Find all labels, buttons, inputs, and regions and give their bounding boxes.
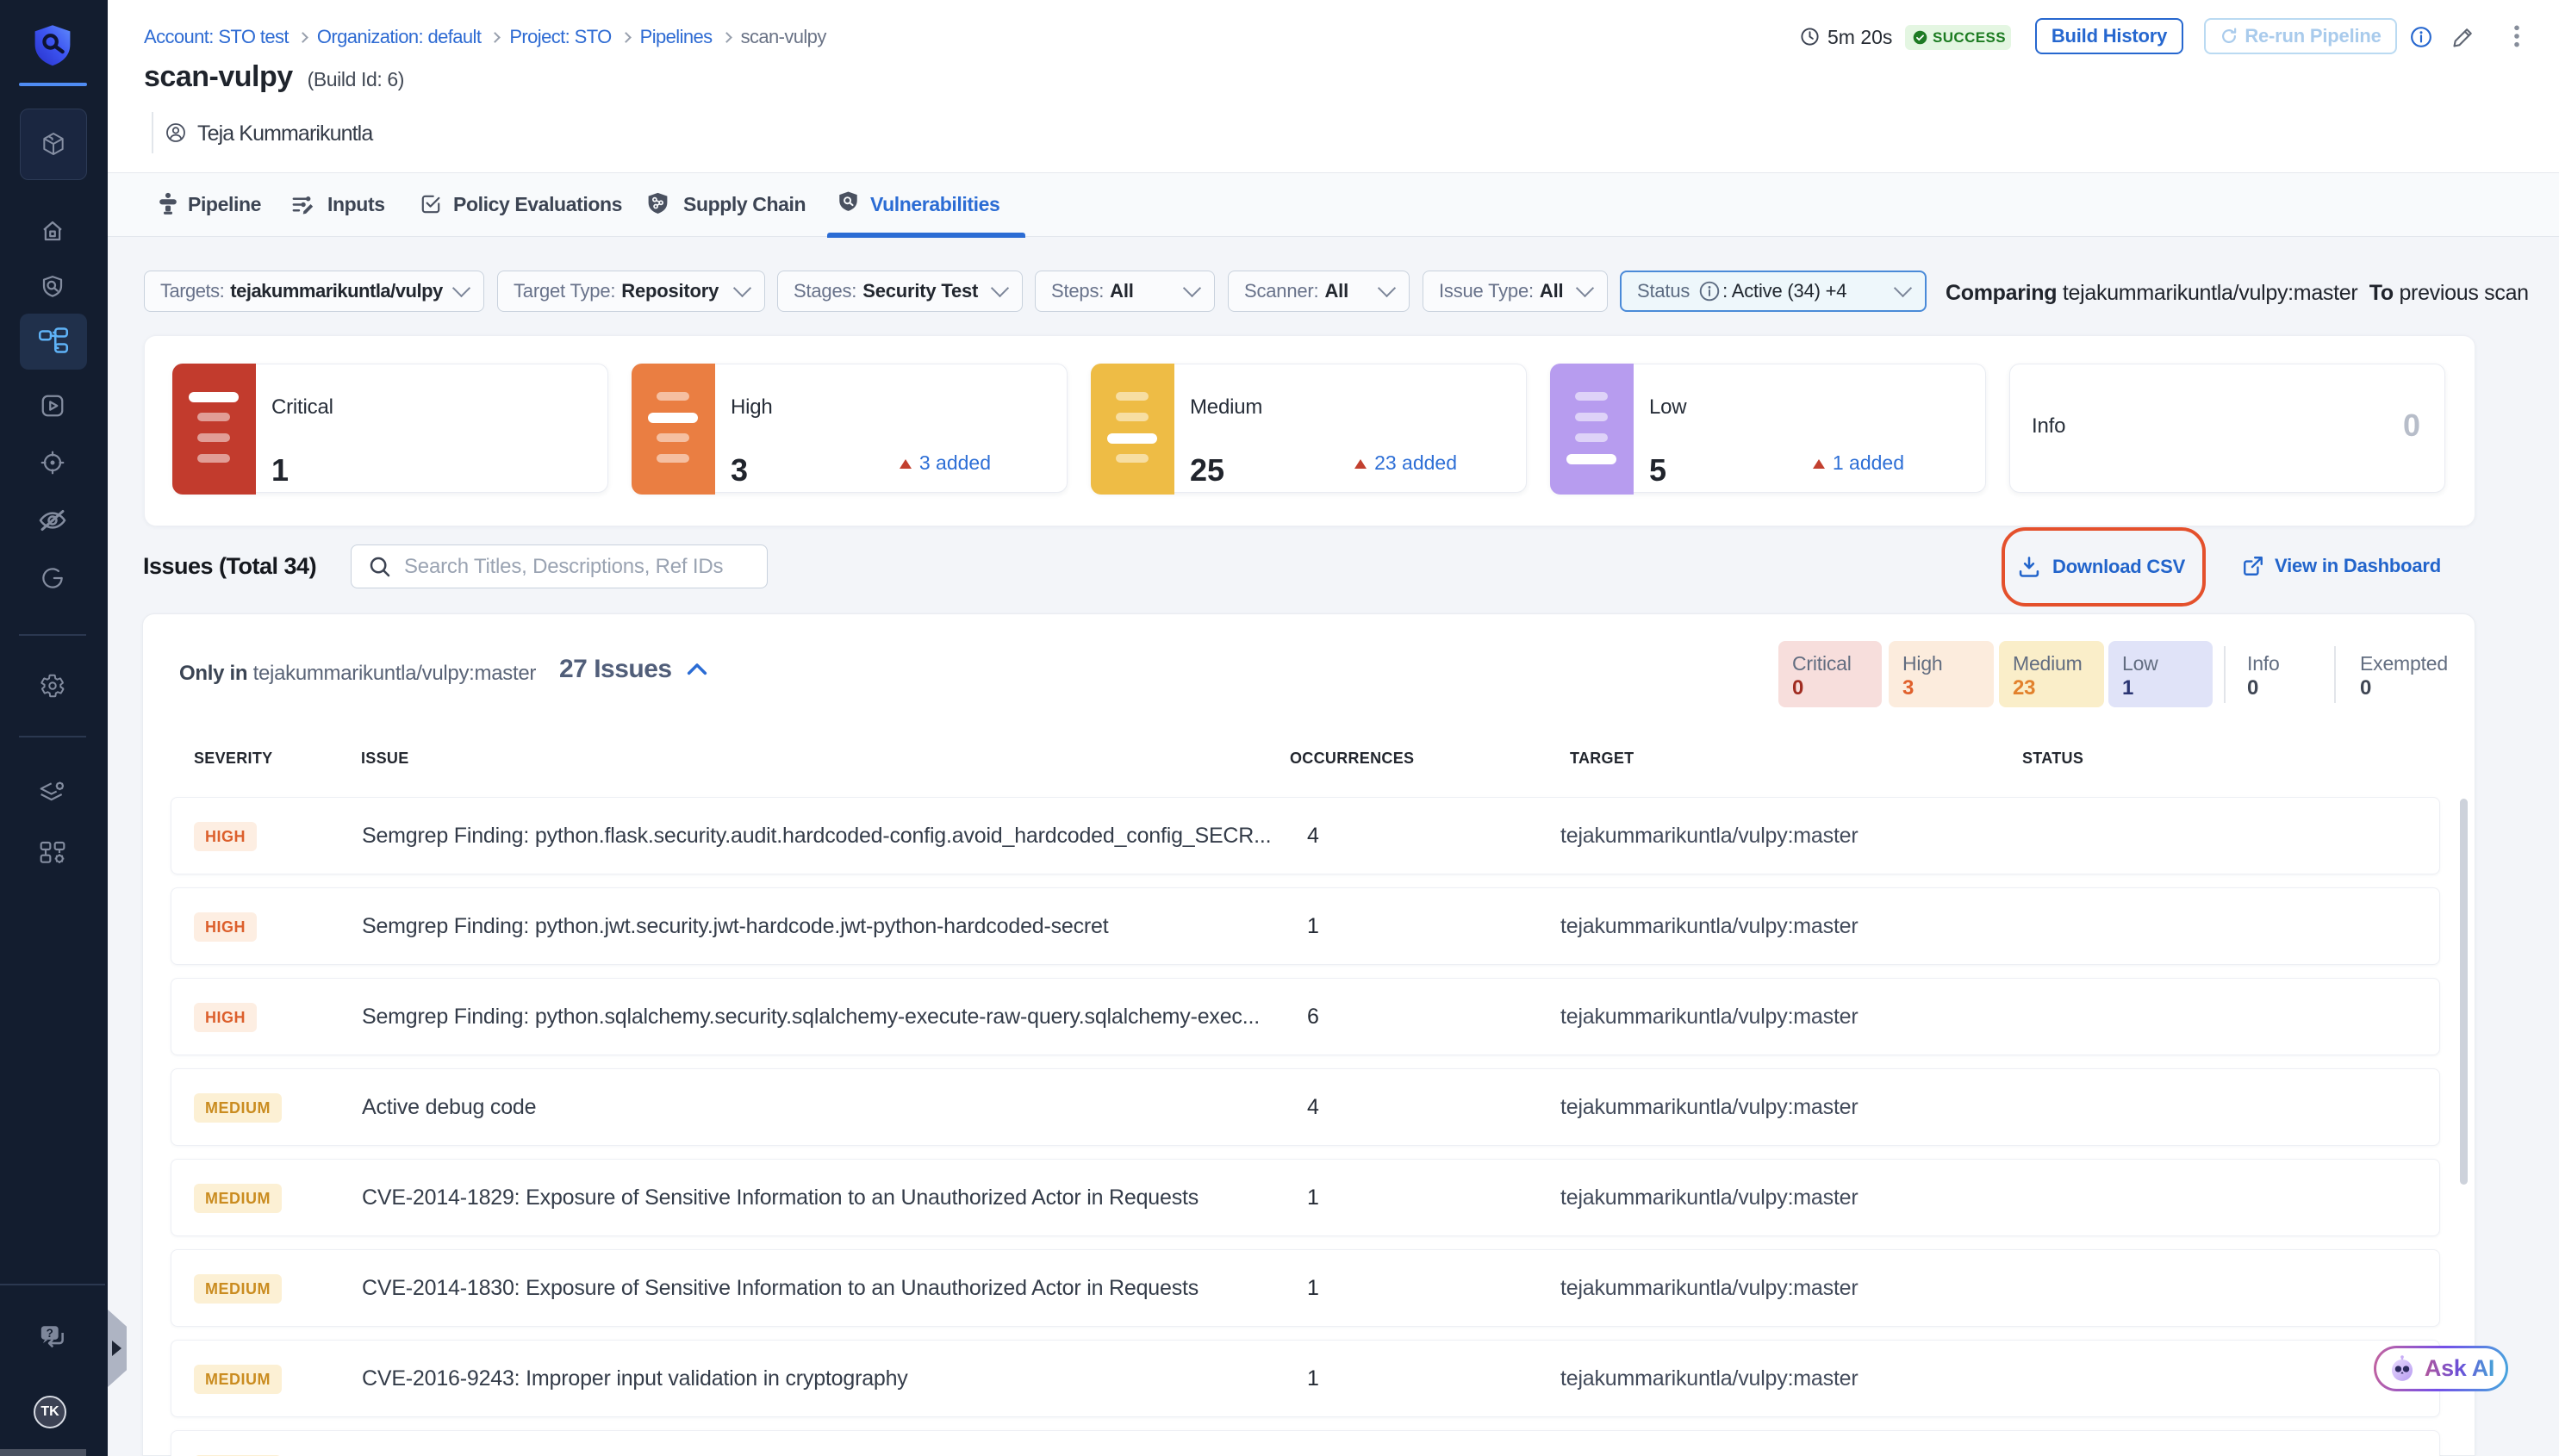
svg-text:?: ? — [47, 1327, 53, 1340]
